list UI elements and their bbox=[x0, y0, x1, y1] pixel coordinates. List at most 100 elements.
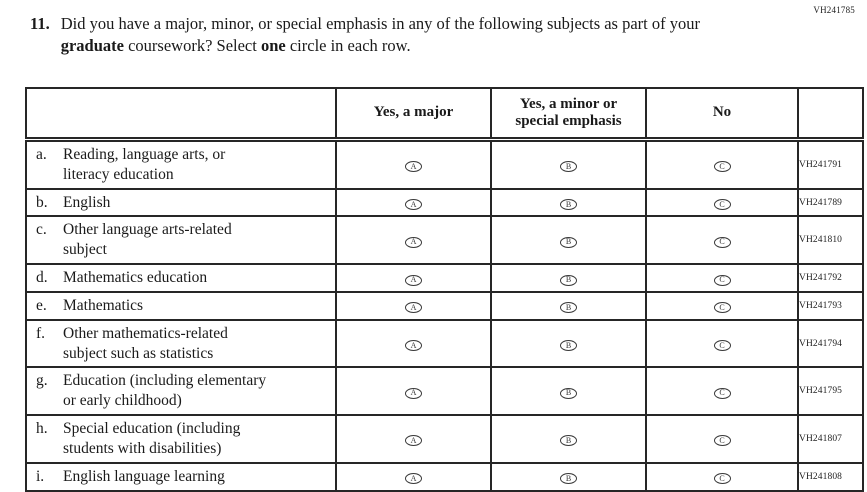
answer-bubble-c[interactable]: C bbox=[713, 435, 731, 447]
option-cell-a: A bbox=[335, 290, 492, 321]
table-row: b. English A B C VH241789 bbox=[25, 187, 864, 218]
table-row: c. Other language arts-related subject A B C… bbox=[25, 215, 864, 266]
row-label-text: Other mathematics-related subject such a… bbox=[63, 324, 228, 362]
answer-bubble-b[interactable]: B bbox=[560, 274, 577, 286]
header-yes-minor: Yes, a minor or special emphasis bbox=[490, 87, 647, 142]
row-letter: e. bbox=[36, 296, 47, 314]
answer-bubble-c[interactable]: C bbox=[713, 340, 731, 352]
table-row: a. Reading, language arts, or literacy ed… bbox=[25, 138, 864, 190]
table-row: f. Other mathematics-related subject such… bbox=[25, 318, 864, 369]
answer-bubble-b[interactable]: B bbox=[560, 302, 577, 314]
row-code: VH241810 bbox=[797, 215, 864, 266]
row-letter: a. bbox=[36, 146, 47, 163]
answer-bubble-a[interactable]: A bbox=[405, 161, 422, 173]
row-letter: g. bbox=[36, 372, 48, 390]
row-label: a. Reading, language arts, or literacy ed… bbox=[25, 138, 337, 190]
row-label: g. Education (including elementary or ear… bbox=[25, 366, 337, 417]
answer-bubble-c[interactable]: C bbox=[713, 473, 731, 485]
question-text: Did you have a major, minor, or special … bbox=[60, 14, 700, 56]
answer-bubble-a[interactable]: A bbox=[405, 236, 422, 248]
option-cell-b: B bbox=[490, 461, 647, 492]
option-cell-c: C bbox=[645, 290, 799, 321]
row-label-text: Mathematics education bbox=[63, 269, 208, 287]
row-label: i. English language learning bbox=[25, 461, 337, 492]
answer-bubble-b[interactable]: B bbox=[560, 199, 577, 211]
row-letter: c. bbox=[36, 221, 47, 239]
row-label-text: Special education (including students wi… bbox=[63, 420, 241, 457]
header-blank-code bbox=[797, 87, 864, 142]
header-yes-major: Yes, a major bbox=[335, 87, 492, 142]
answer-bubble-c[interactable]: C bbox=[713, 387, 731, 399]
option-cell-b: B bbox=[490, 290, 647, 321]
header-blank-label bbox=[25, 87, 337, 142]
row-label: h. Special education (including students … bbox=[25, 414, 337, 464]
row-letter: d. bbox=[36, 269, 48, 287]
row-letter: h. bbox=[36, 420, 48, 438]
option-cell-c: C bbox=[645, 215, 799, 266]
answer-bubble-b[interactable]: B bbox=[560, 340, 577, 352]
answer-bubble-a[interactable]: A bbox=[405, 435, 422, 447]
option-cell-a: A bbox=[335, 187, 492, 218]
form-code: VH241785 bbox=[813, 5, 855, 15]
option-cell-c: C bbox=[645, 263, 799, 293]
row-label: f. Other mathematics-related subject such… bbox=[25, 318, 337, 369]
option-cell-a: A bbox=[335, 318, 492, 369]
table-row: g. Education (including elementary or ear… bbox=[25, 366, 864, 417]
response-table: Yes, a major Yes, a minor or special emp… bbox=[25, 87, 864, 492]
option-cell-a: A bbox=[335, 461, 492, 492]
answer-bubble-a[interactable]: A bbox=[405, 199, 422, 211]
table-row: d. Mathematics education A B C VH241792 bbox=[25, 263, 864, 293]
answer-bubble-c[interactable]: C bbox=[713, 161, 731, 173]
question-number: 11. bbox=[30, 14, 50, 33]
row-code: VH241795 bbox=[797, 366, 864, 417]
table-row: e. Mathematics A B C VH241793 bbox=[25, 290, 864, 321]
option-cell-c: C bbox=[645, 414, 799, 464]
row-code: VH241792 bbox=[797, 263, 864, 293]
option-cell-b: B bbox=[490, 215, 647, 266]
option-cell-b: B bbox=[490, 318, 647, 369]
row-label-text: Reading, language arts, or literacy educ… bbox=[63, 146, 226, 183]
row-code: VH241793 bbox=[797, 290, 864, 321]
row-label-text: Education (including elementary or early… bbox=[63, 372, 267, 410]
option-cell-a: A bbox=[335, 366, 492, 417]
answer-bubble-c[interactable]: C bbox=[713, 236, 731, 248]
option-cell-c: C bbox=[645, 187, 799, 218]
option-cell-a: A bbox=[335, 414, 492, 464]
option-cell-a: A bbox=[335, 215, 492, 266]
row-label-text: Mathematics bbox=[63, 296, 144, 314]
row-label: b. English bbox=[25, 187, 337, 218]
table-row: i. English language learning A B C VH241808 bbox=[25, 461, 864, 492]
answer-bubble-c[interactable]: C bbox=[713, 274, 731, 286]
option-cell-b: B bbox=[490, 366, 647, 417]
row-label: c. Other language arts-related subject bbox=[25, 215, 337, 266]
row-label: e. Mathematics bbox=[25, 290, 337, 321]
row-letter: f. bbox=[36, 324, 46, 342]
answer-bubble-a[interactable]: A bbox=[405, 387, 422, 399]
option-cell-b: B bbox=[490, 138, 647, 190]
answer-bubble-b[interactable]: B bbox=[560, 435, 577, 447]
option-cell-a: A bbox=[335, 138, 492, 190]
option-cell-c: C bbox=[645, 138, 799, 190]
option-cell-b: B bbox=[490, 263, 647, 293]
row-label: d. Mathematics education bbox=[25, 263, 337, 293]
question-block: 11. Did you have a major, minor, or spec… bbox=[30, 13, 761, 58]
row-code: VH241807 bbox=[797, 414, 864, 464]
answer-bubble-a[interactable]: A bbox=[405, 340, 422, 352]
row-label-text: English bbox=[63, 193, 111, 211]
row-label-text: English language learning bbox=[63, 467, 225, 485]
header-row: Yes, a major Yes, a minor or special emp… bbox=[25, 87, 864, 142]
answer-bubble-b[interactable]: B bbox=[560, 236, 577, 248]
row-code: VH241794 bbox=[797, 318, 864, 369]
option-cell-a: A bbox=[335, 263, 492, 293]
answer-bubble-a[interactable]: A bbox=[405, 302, 422, 314]
answer-bubble-a[interactable]: A bbox=[405, 473, 422, 485]
answer-bubble-a[interactable]: A bbox=[405, 274, 422, 286]
answer-bubble-b[interactable]: B bbox=[560, 387, 577, 399]
answer-bubble-b[interactable]: B bbox=[560, 473, 577, 485]
answer-bubble-b[interactable]: B bbox=[560, 161, 577, 173]
option-cell-c: C bbox=[645, 366, 799, 417]
row-label-text: Other language arts-related subject bbox=[63, 221, 232, 259]
answer-bubble-c[interactable]: C bbox=[713, 302, 731, 314]
option-cell-b: B bbox=[490, 187, 647, 218]
answer-bubble-c[interactable]: C bbox=[713, 199, 731, 211]
